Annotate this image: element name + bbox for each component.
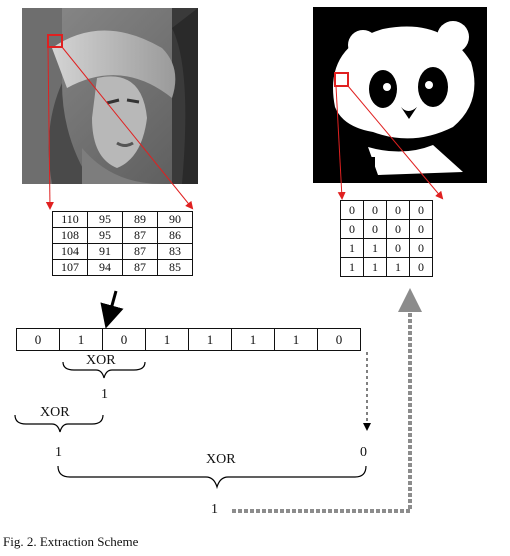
- bit-extract-arrow: [100, 290, 124, 329]
- brace-top: [62, 361, 146, 379]
- bit-cell: 1: [231, 328, 275, 351]
- pixel-value-table: 110 95 89 90 108 95 87 86 104 91 87 83 1…: [52, 211, 193, 276]
- table-row: 108 95 87 86: [52, 227, 193, 244]
- bit-cell: 0: [317, 328, 361, 351]
- table-cell: 1: [363, 257, 387, 277]
- table-cell: 87: [122, 243, 158, 260]
- table-row: 1 1 1 0: [340, 257, 433, 277]
- left-block-highlight: [47, 34, 63, 48]
- bit-cell: 1: [59, 328, 103, 351]
- table-cell: 0: [386, 219, 410, 239]
- table-row: 110 95 89 90: [52, 211, 193, 228]
- red-arrow-left-2: [61, 46, 194, 210]
- table-cell: 87: [122, 227, 158, 244]
- bit-cell: 1: [274, 328, 318, 351]
- bit-cell: 1: [145, 328, 189, 351]
- brace-bottom: [57, 465, 367, 490]
- table-cell: 104: [52, 243, 88, 260]
- xor-label-bottom: XOR: [206, 452, 236, 467]
- table-cell: 0: [386, 238, 410, 258]
- table-cell: 0: [386, 200, 410, 220]
- table-cell: 108: [52, 227, 88, 244]
- table-cell: 90: [157, 211, 193, 228]
- red-arrow-right-1: [335, 85, 346, 200]
- table-cell: 0: [340, 219, 364, 239]
- brace-left: [14, 414, 104, 433]
- table-cell: 1: [340, 238, 364, 258]
- table-cell: 107: [52, 259, 88, 276]
- red-arrow-right-2: [347, 85, 444, 200]
- table-cell: 86: [157, 227, 193, 244]
- table-cell: 91: [87, 243, 123, 260]
- table-row: 104 91 87 83: [52, 243, 193, 260]
- xor-result-top: 1: [101, 387, 108, 402]
- bit-cell: 0: [102, 328, 146, 351]
- table-cell: 95: [87, 211, 123, 228]
- bit-cell: 0: [16, 328, 60, 351]
- final-xor-result: 1: [211, 502, 218, 517]
- table-cell: 83: [157, 243, 193, 260]
- table-row: 0 1 0 1 1 1 1 0: [16, 328, 361, 351]
- table-cell: 1: [386, 257, 410, 277]
- table-cell: 0: [340, 200, 364, 220]
- watermark-bit-table: 0 0 0 0 0 0 0 0 1 1 0 0 1 1 1 0: [340, 200, 433, 277]
- table-cell: 0: [409, 219, 433, 239]
- table-cell: 0: [409, 257, 433, 277]
- table-row: 0 0 0 0: [340, 219, 433, 239]
- table-cell: 1: [340, 257, 364, 277]
- host-image: [22, 8, 198, 184]
- bit-cell: 1: [188, 328, 232, 351]
- xor-result-left: 1: [55, 445, 62, 460]
- table-cell: 0: [409, 200, 433, 220]
- feedback-path: [232, 288, 422, 513]
- right-block-highlight: [334, 72, 349, 87]
- table-cell: 95: [87, 227, 123, 244]
- table-cell: 85: [157, 259, 193, 276]
- table-cell: 0: [363, 200, 387, 220]
- table-cell: 94: [87, 259, 123, 276]
- table-row: 107 94 87 85: [52, 259, 193, 276]
- table-cell: 0: [409, 238, 433, 258]
- table-row: 0 0 0 0: [340, 200, 433, 220]
- bit-sequence-row: 0 1 0 1 1 1 1 0: [16, 328, 361, 351]
- figure-caption: Fig. 2. Extraction Scheme: [3, 534, 139, 549]
- table-cell: 110: [52, 211, 88, 228]
- table-row: 1 1 0 0: [340, 238, 433, 258]
- table-cell: 0: [363, 219, 387, 239]
- table-cell: 87: [122, 259, 158, 276]
- table-cell: 89: [122, 211, 158, 228]
- xor-label-left: XOR: [40, 405, 70, 420]
- xor-label-top: XOR: [86, 353, 116, 368]
- red-arrow-left-1: [45, 46, 54, 210]
- last-bit-value: 0: [360, 445, 367, 460]
- table-cell: 1: [363, 238, 387, 258]
